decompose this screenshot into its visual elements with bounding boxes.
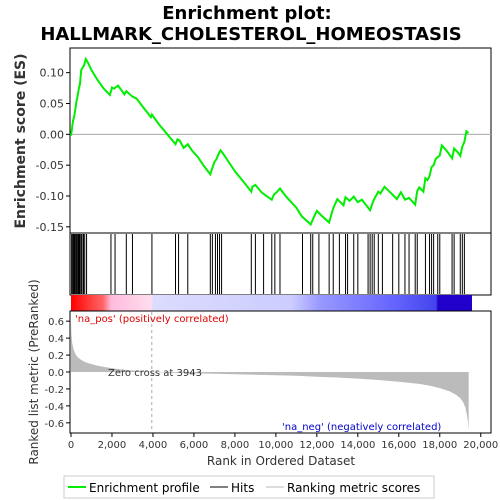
x-tick-label: 0 (68, 440, 74, 451)
es-y-tick-label: -0.10 (36, 190, 64, 203)
rank-y-tick-label: -0.6 (44, 419, 64, 430)
legend-label-enrichment: Enrichment profile (89, 481, 200, 495)
rank-y-tick-label: -0.4 (44, 402, 64, 413)
x-tick-label: 18,000 (422, 440, 457, 451)
es-panel-frame (69, 47, 492, 234)
es-y-tick-label: -0.05 (36, 159, 64, 172)
x-tick-label: 16,000 (381, 440, 416, 451)
rank-y-axis-label: Ranked list metric (PreRanked) (27, 279, 41, 464)
x-axis-label: Rank in Ordered Dataset (207, 454, 355, 468)
hits-panel (69, 232, 492, 311)
legend-label-hits: Hits (231, 481, 254, 495)
x-tick-label: 20,000 (463, 440, 498, 451)
x-tick-label: 10,000 (258, 440, 293, 451)
x-tick-label: 6,000 (180, 440, 209, 451)
es-y-axis-label: Enrichment score (ES) (13, 53, 29, 228)
rank-y-tick-label: 0.0 (48, 368, 64, 379)
es-y-tick-label: 0.05 (40, 98, 65, 111)
rank-metric-panel: -0.6 -0.4 -0.2 0.0 0.2 0.4 0.6 'na_pos' (posit… (27, 279, 492, 465)
rank-color-bar (71, 295, 472, 311)
rank-y-tick-label: 0.4 (48, 334, 64, 345)
rank-y-tick-label: -0.2 (44, 385, 64, 396)
legend: Enrichment profile Hits Ranking metric s… (63, 475, 435, 499)
es-y-ticks: -0.15 -0.10 -0.05 0.00 0.05 0.10 (36, 67, 70, 234)
x-tick-label: 8,000 (221, 440, 250, 451)
legend-label-metric: Ranking metric scores (287, 481, 420, 495)
pos-correlated-label: 'na_pos' (positively correlated) (75, 314, 229, 325)
zero-cross-label: Zero cross at 3943 (108, 368, 202, 379)
x-tick-label: 2,000 (98, 440, 127, 451)
x-axis-ticks: 0 2,000 4,000 6,000 8,000 10,000 12,000 14,000 1… (68, 433, 498, 451)
es-y-tick-label: 0.00 (40, 128, 65, 141)
chart-title-line-2: HALLMARK_CHOLESTEROL_HOMEOSTASIS (40, 24, 461, 45)
hits-panel-frame (69, 232, 492, 296)
chart-title-line-1: Enrichment plot: (162, 3, 332, 24)
neg-correlated-label: 'na_neg' (negatively correlated) (282, 422, 441, 433)
x-tick-label: 4,000 (139, 440, 168, 451)
x-tick-label: 14,000 (340, 440, 375, 451)
rank-y-ticks: -0.6 -0.4 -0.2 0.0 0.2 0.4 0.6 (44, 317, 70, 430)
x-tick-label: 12,000 (299, 440, 334, 451)
es-y-tick-label: -0.15 (36, 221, 64, 234)
hit-marks (71, 234, 465, 294)
enrichment-profile-line (70, 56, 470, 227)
rank-y-tick-label: 0.6 (48, 317, 64, 328)
es-y-tick-label: 0.10 (40, 67, 65, 80)
ranking-metric-area (71, 321, 469, 432)
rank-y-tick-label: 0.2 (48, 351, 64, 362)
legend-frame (63, 475, 435, 499)
es-panel: -0.15 -0.10 -0.05 0.00 0.05 0.10 Enrichment s… (13, 47, 492, 234)
